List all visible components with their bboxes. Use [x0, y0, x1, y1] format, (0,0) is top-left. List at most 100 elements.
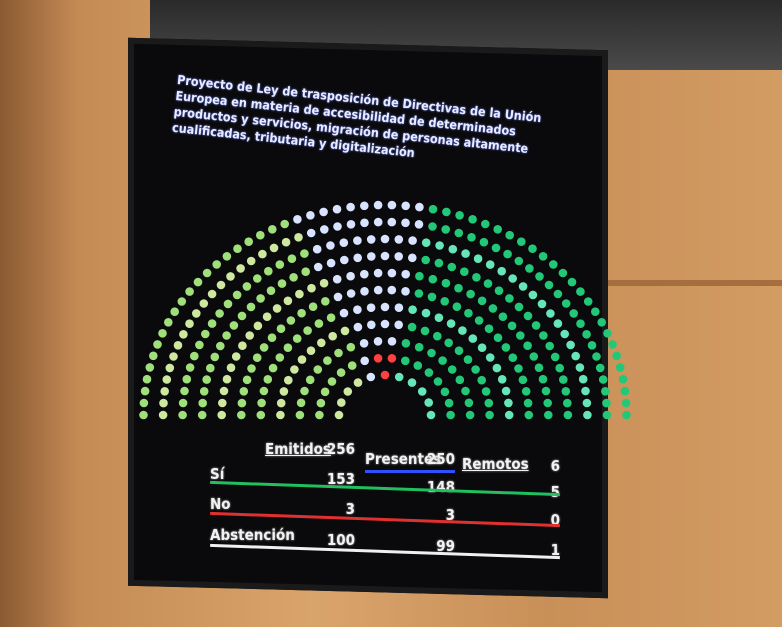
seat — [494, 333, 503, 342]
seat — [502, 343, 511, 352]
seat — [569, 309, 578, 318]
seat — [515, 303, 524, 312]
seat — [478, 297, 487, 306]
seat — [508, 274, 517, 283]
seat — [559, 375, 568, 384]
seat — [461, 387, 470, 396]
seat — [346, 272, 355, 281]
seat — [388, 286, 397, 295]
seat — [212, 260, 221, 269]
seat — [517, 237, 526, 246]
seat — [296, 411, 305, 420]
seat — [253, 353, 262, 362]
seat — [402, 339, 411, 348]
seat — [388, 269, 397, 278]
seat — [374, 286, 383, 295]
seat — [381, 371, 390, 380]
seat — [348, 361, 357, 370]
seat — [466, 290, 475, 299]
seat — [374, 337, 383, 346]
seat — [475, 316, 484, 325]
seat — [226, 272, 235, 281]
seat — [139, 411, 148, 420]
seat — [467, 233, 476, 242]
seat — [493, 364, 502, 373]
seat — [360, 339, 369, 348]
seat — [440, 297, 449, 306]
seat — [367, 321, 376, 330]
seat — [427, 349, 436, 358]
seat — [346, 203, 355, 212]
seat — [307, 229, 316, 238]
seat — [334, 349, 343, 358]
seat — [566, 341, 575, 350]
seat — [327, 313, 336, 322]
seat — [192, 309, 201, 318]
seat — [300, 249, 309, 258]
seat — [220, 387, 229, 396]
seat — [267, 286, 276, 295]
seat — [347, 220, 356, 229]
seat — [243, 376, 252, 385]
seat — [442, 208, 451, 217]
seat — [233, 291, 242, 300]
seat — [198, 411, 207, 420]
seat — [568, 278, 577, 287]
seat — [280, 387, 289, 396]
column-label: Remotos — [462, 455, 529, 473]
seat — [456, 376, 465, 385]
seat — [485, 411, 494, 420]
seat — [484, 279, 493, 288]
seat — [421, 256, 430, 265]
seat — [238, 341, 247, 350]
seat — [217, 281, 226, 290]
seat — [277, 399, 286, 408]
seat — [293, 334, 302, 343]
seat — [278, 279, 287, 288]
seat — [153, 340, 162, 349]
seat — [576, 363, 585, 372]
seat — [319, 208, 328, 217]
underline — [365, 470, 455, 473]
seat — [170, 307, 179, 316]
seat — [326, 241, 335, 250]
seat — [253, 274, 262, 283]
seat — [493, 225, 502, 234]
seat — [516, 331, 525, 340]
seat — [194, 278, 203, 287]
seat — [367, 373, 376, 382]
seat — [448, 263, 457, 272]
seat — [421, 327, 430, 336]
seat — [297, 399, 306, 408]
seat — [190, 352, 199, 361]
seat — [455, 211, 464, 220]
seat — [222, 331, 231, 340]
seat — [216, 342, 225, 351]
seat — [608, 340, 617, 349]
column-value: 6 — [520, 457, 560, 475]
seat — [367, 303, 376, 312]
seat — [395, 373, 404, 382]
seat — [415, 203, 424, 212]
seat — [415, 220, 424, 229]
seat — [244, 237, 253, 246]
seat — [287, 316, 296, 325]
seat — [257, 411, 266, 420]
seat — [164, 318, 173, 327]
seat — [408, 236, 417, 245]
seat — [268, 225, 277, 234]
seat — [211, 353, 220, 362]
seat — [276, 353, 285, 362]
seat — [422, 238, 431, 247]
seat — [619, 375, 628, 384]
seat — [374, 269, 383, 278]
seat — [224, 300, 233, 309]
seat — [185, 287, 194, 296]
seat — [160, 387, 169, 396]
seat — [471, 365, 480, 374]
seat — [474, 254, 483, 263]
seat — [492, 244, 501, 253]
seat — [414, 361, 423, 370]
seat — [353, 305, 362, 314]
seat — [169, 352, 178, 361]
